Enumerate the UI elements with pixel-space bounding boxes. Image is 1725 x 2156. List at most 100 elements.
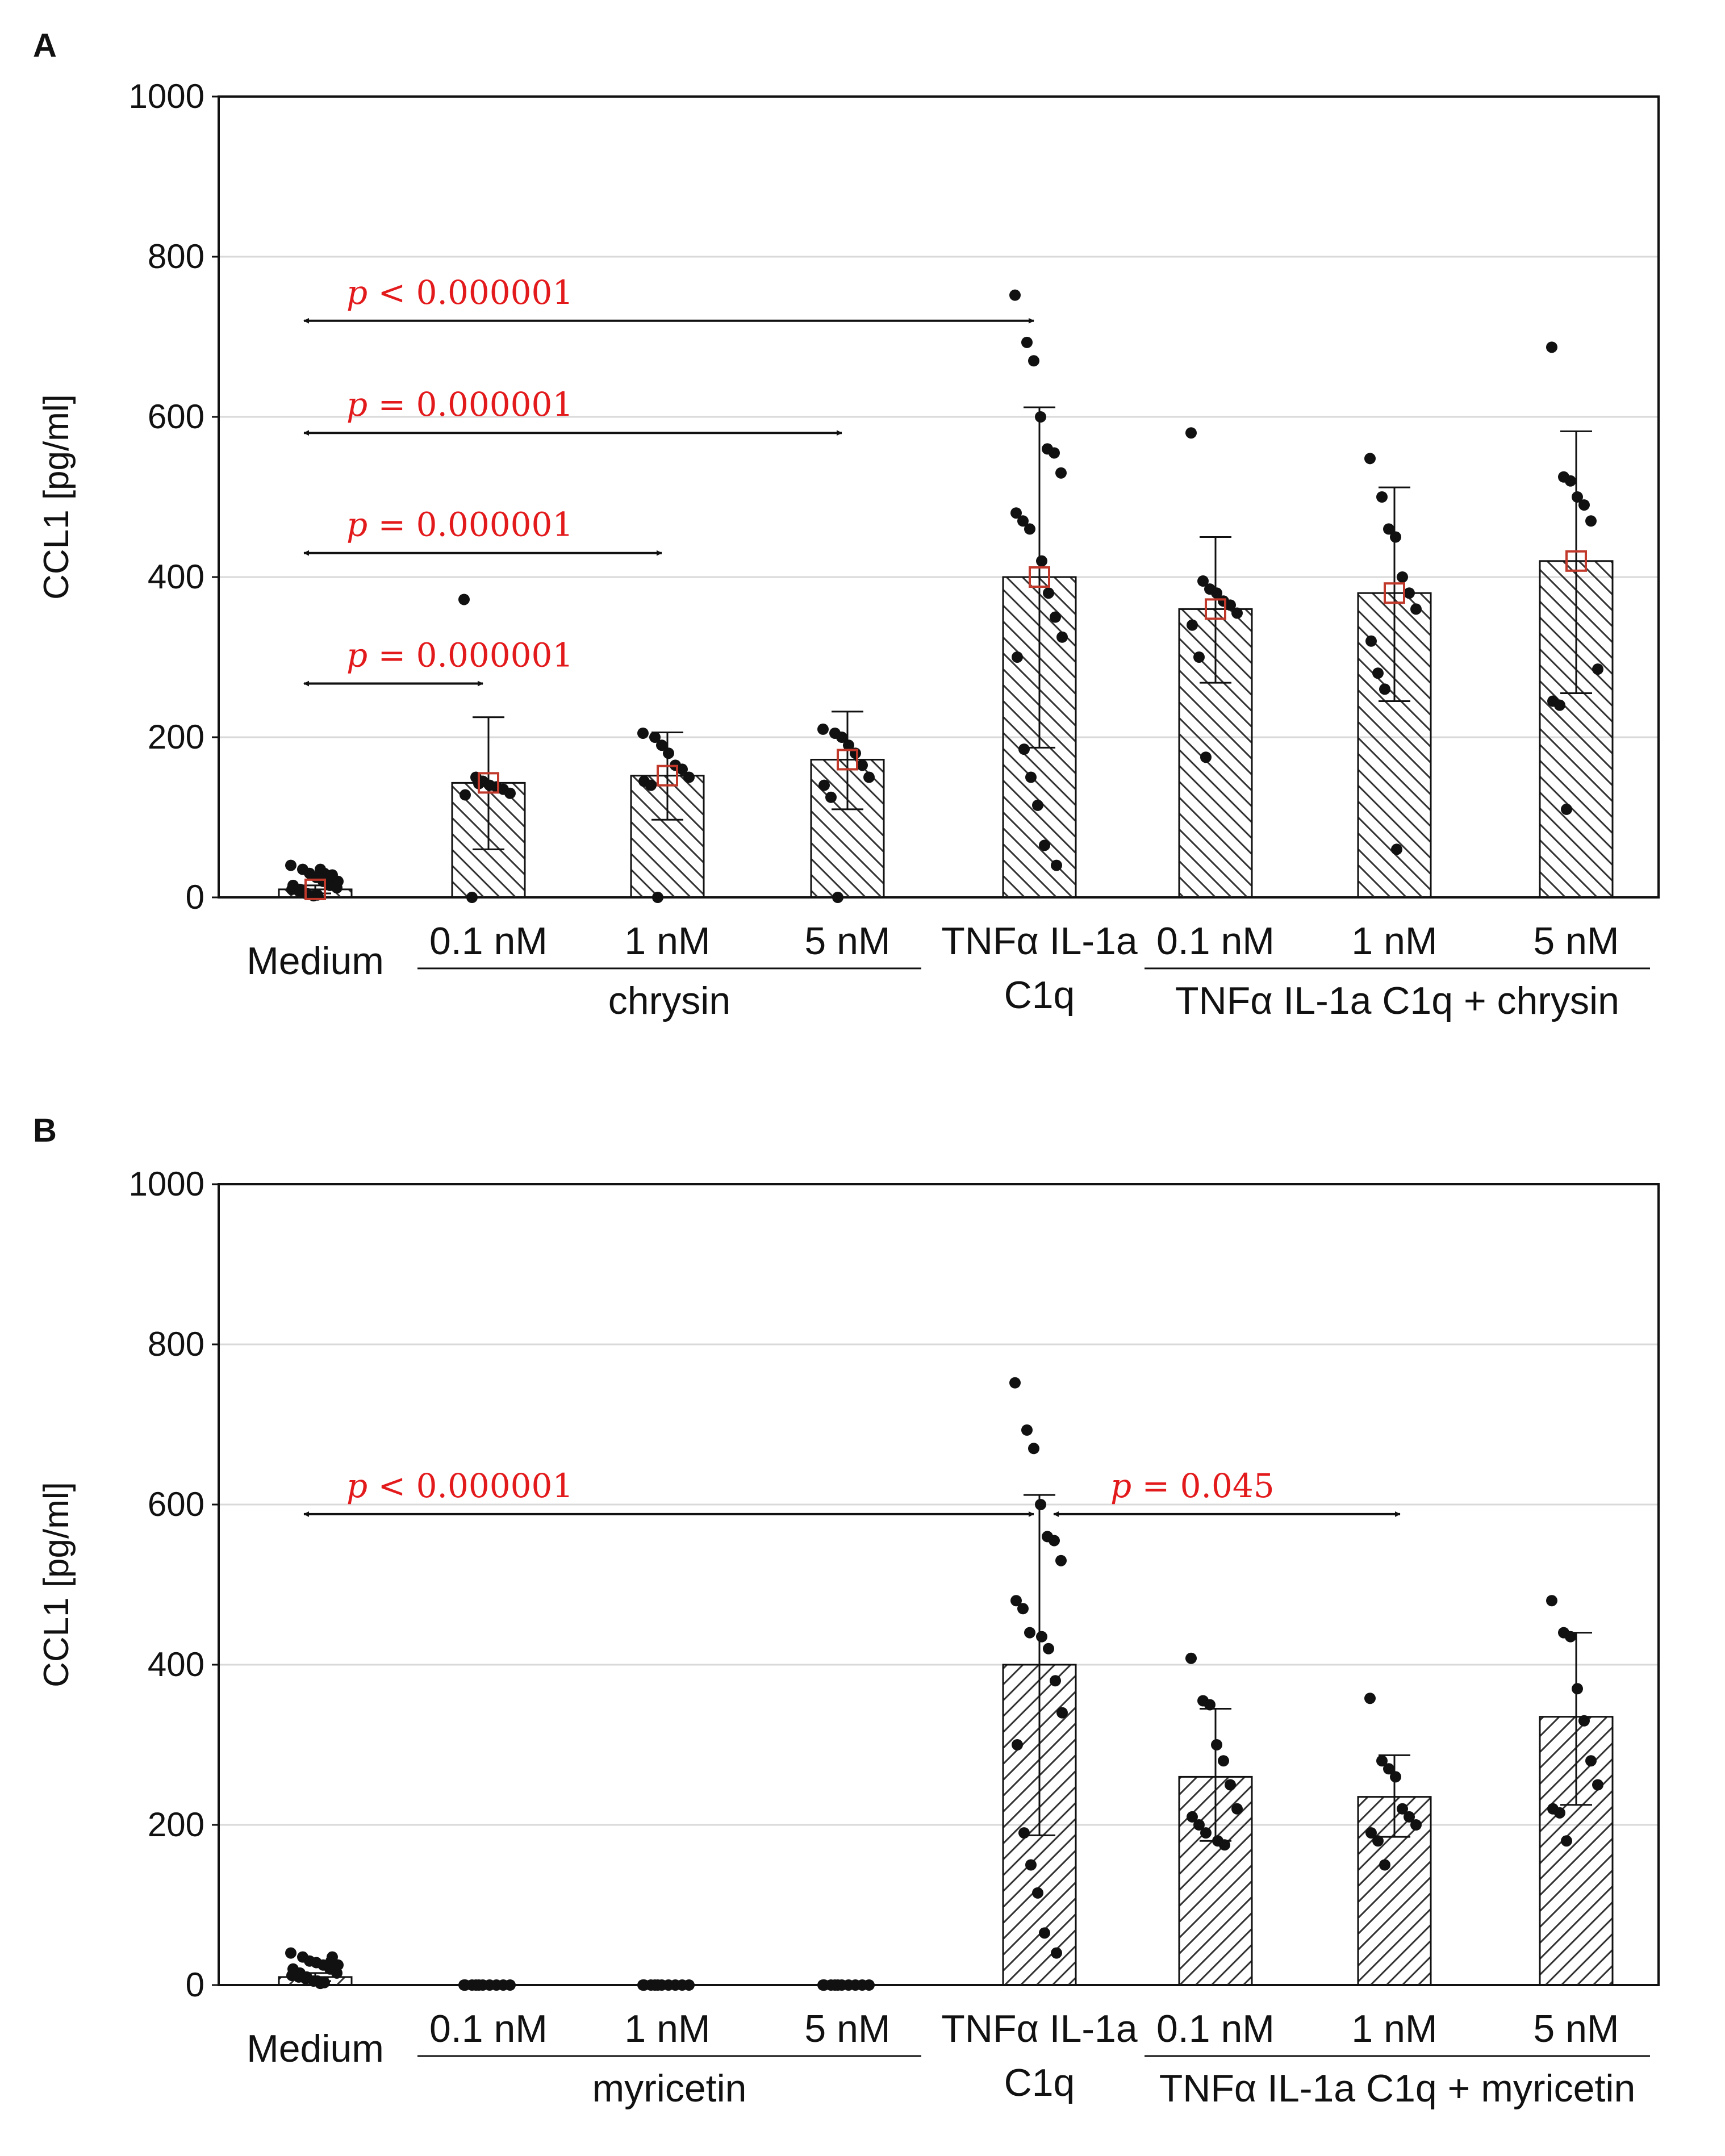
p-value-label: p = 0.000001	[346, 385, 573, 424]
mean-marker	[657, 764, 678, 787]
data-point	[1390, 531, 1401, 543]
data-point	[1561, 1835, 1572, 1847]
data-point	[1039, 839, 1050, 851]
data-point	[504, 787, 516, 799]
data-point	[1404, 587, 1415, 599]
panel-b: B 0 200 400 600 800 1000 CCL1 [pg/ml] Medium 0.1…	[33, 1112, 1660, 2110]
panel-b-letter: B	[33, 1112, 57, 1149]
data-point	[1225, 599, 1236, 611]
data-point	[1365, 635, 1377, 647]
data-point	[1391, 843, 1402, 855]
data-point	[1376, 1755, 1388, 1767]
data-point	[1404, 1811, 1415, 1823]
data-point	[1585, 515, 1597, 527]
data-point	[1185, 1652, 1197, 1664]
data-point	[1578, 499, 1590, 511]
data-point	[1051, 859, 1062, 871]
data-point	[1397, 1803, 1408, 1815]
data-point	[843, 739, 854, 751]
data-point	[1554, 1807, 1565, 1819]
data-point	[1032, 799, 1043, 811]
data-point	[1035, 411, 1046, 423]
data-point	[1012, 651, 1023, 663]
data-point	[857, 759, 868, 771]
data-point	[1211, 1739, 1222, 1750]
data-point	[1055, 467, 1067, 479]
p-value-label: p < 0.000001	[346, 1466, 573, 1505]
data-point	[1197, 575, 1209, 587]
category-label: Medium	[247, 939, 384, 983]
mean-marker	[1029, 566, 1050, 588]
data-point	[1025, 1859, 1037, 1871]
data-point	[332, 1959, 344, 1971]
data-point	[1225, 1779, 1236, 1791]
data-point	[683, 1979, 695, 1991]
data-point	[327, 1951, 338, 1963]
data-point	[1018, 743, 1030, 755]
category-label: 0.1 nM	[429, 920, 548, 963]
mean-marker	[1205, 598, 1226, 620]
mean-marker	[1384, 582, 1405, 604]
data-point	[1592, 663, 1603, 675]
p-symbol: p	[1110, 1466, 1131, 1505]
category-label: 0.1 nM	[429, 2007, 548, 2050]
data-point	[1050, 1675, 1061, 1687]
data-point	[1565, 475, 1576, 487]
y-tick-label: 800	[148, 237, 204, 275]
data-point	[656, 739, 667, 751]
category-label: C1q	[1004, 2061, 1075, 2104]
data-point	[1039, 1927, 1050, 1939]
data-point	[1017, 515, 1029, 527]
category-label: 5 nM	[804, 920, 890, 963]
y-tick-label: 200	[148, 718, 204, 756]
data-point	[1010, 507, 1022, 519]
data-point	[1050, 611, 1061, 623]
data-point	[1187, 1811, 1198, 1823]
data-point	[1372, 1835, 1384, 1847]
p-symbol: p	[346, 1466, 367, 1505]
data-point	[863, 771, 875, 783]
p-value-text: < 0.000001	[367, 1466, 573, 1505]
y-tick-label: 600	[148, 398, 204, 436]
data-point	[1018, 1827, 1030, 1839]
data-point	[683, 771, 695, 783]
data-point	[1364, 1693, 1376, 1704]
data-point	[1585, 1755, 1597, 1767]
panel-a-letter: A	[33, 27, 57, 64]
data-point	[1219, 1839, 1230, 1851]
category-label: 0.1 nM	[1156, 920, 1275, 963]
data-point	[1043, 1643, 1054, 1654]
data-point	[1383, 523, 1394, 535]
p-value-text: = 0.045	[1131, 1466, 1275, 1505]
data-point	[825, 791, 837, 803]
bar	[630, 775, 705, 899]
data-point	[1032, 1887, 1043, 1899]
data-point	[1554, 699, 1565, 711]
data-point	[817, 723, 829, 735]
data-point	[1211, 587, 1222, 599]
y-tick-label: 200	[148, 1806, 204, 1844]
data-point	[1200, 751, 1212, 763]
data-point	[1390, 1771, 1401, 1783]
category-label: 1 nM	[1351, 920, 1437, 963]
panel-a: A 0 200 400 600 800 1000 CCL1 [pg/ml] Medium 0.1…	[33, 27, 1660, 1022]
category-label: 1 nM	[624, 920, 710, 963]
data-point	[1364, 453, 1376, 465]
data-point	[1043, 587, 1054, 599]
data-point	[1578, 1715, 1590, 1727]
data-point	[1365, 1827, 1377, 1839]
data-point	[1218, 1755, 1229, 1767]
plot-frame	[218, 1183, 1660, 1986]
mean-marker	[304, 878, 326, 900]
data-point	[1009, 289, 1021, 301]
category-label: TNFα IL-1a	[941, 2007, 1138, 2050]
y-tick-label: 1000	[129, 1165, 204, 1203]
data-point	[1012, 1739, 1023, 1750]
data-point	[1231, 1803, 1243, 1815]
data-point	[818, 779, 830, 791]
group-label: TNFα IL-1a C1q + myricetin	[1159, 2067, 1636, 2110]
data-point	[1056, 631, 1068, 643]
data-point	[1200, 1827, 1212, 1839]
y-tick-label: 600	[148, 1485, 204, 1523]
p-symbol: p	[346, 505, 367, 544]
